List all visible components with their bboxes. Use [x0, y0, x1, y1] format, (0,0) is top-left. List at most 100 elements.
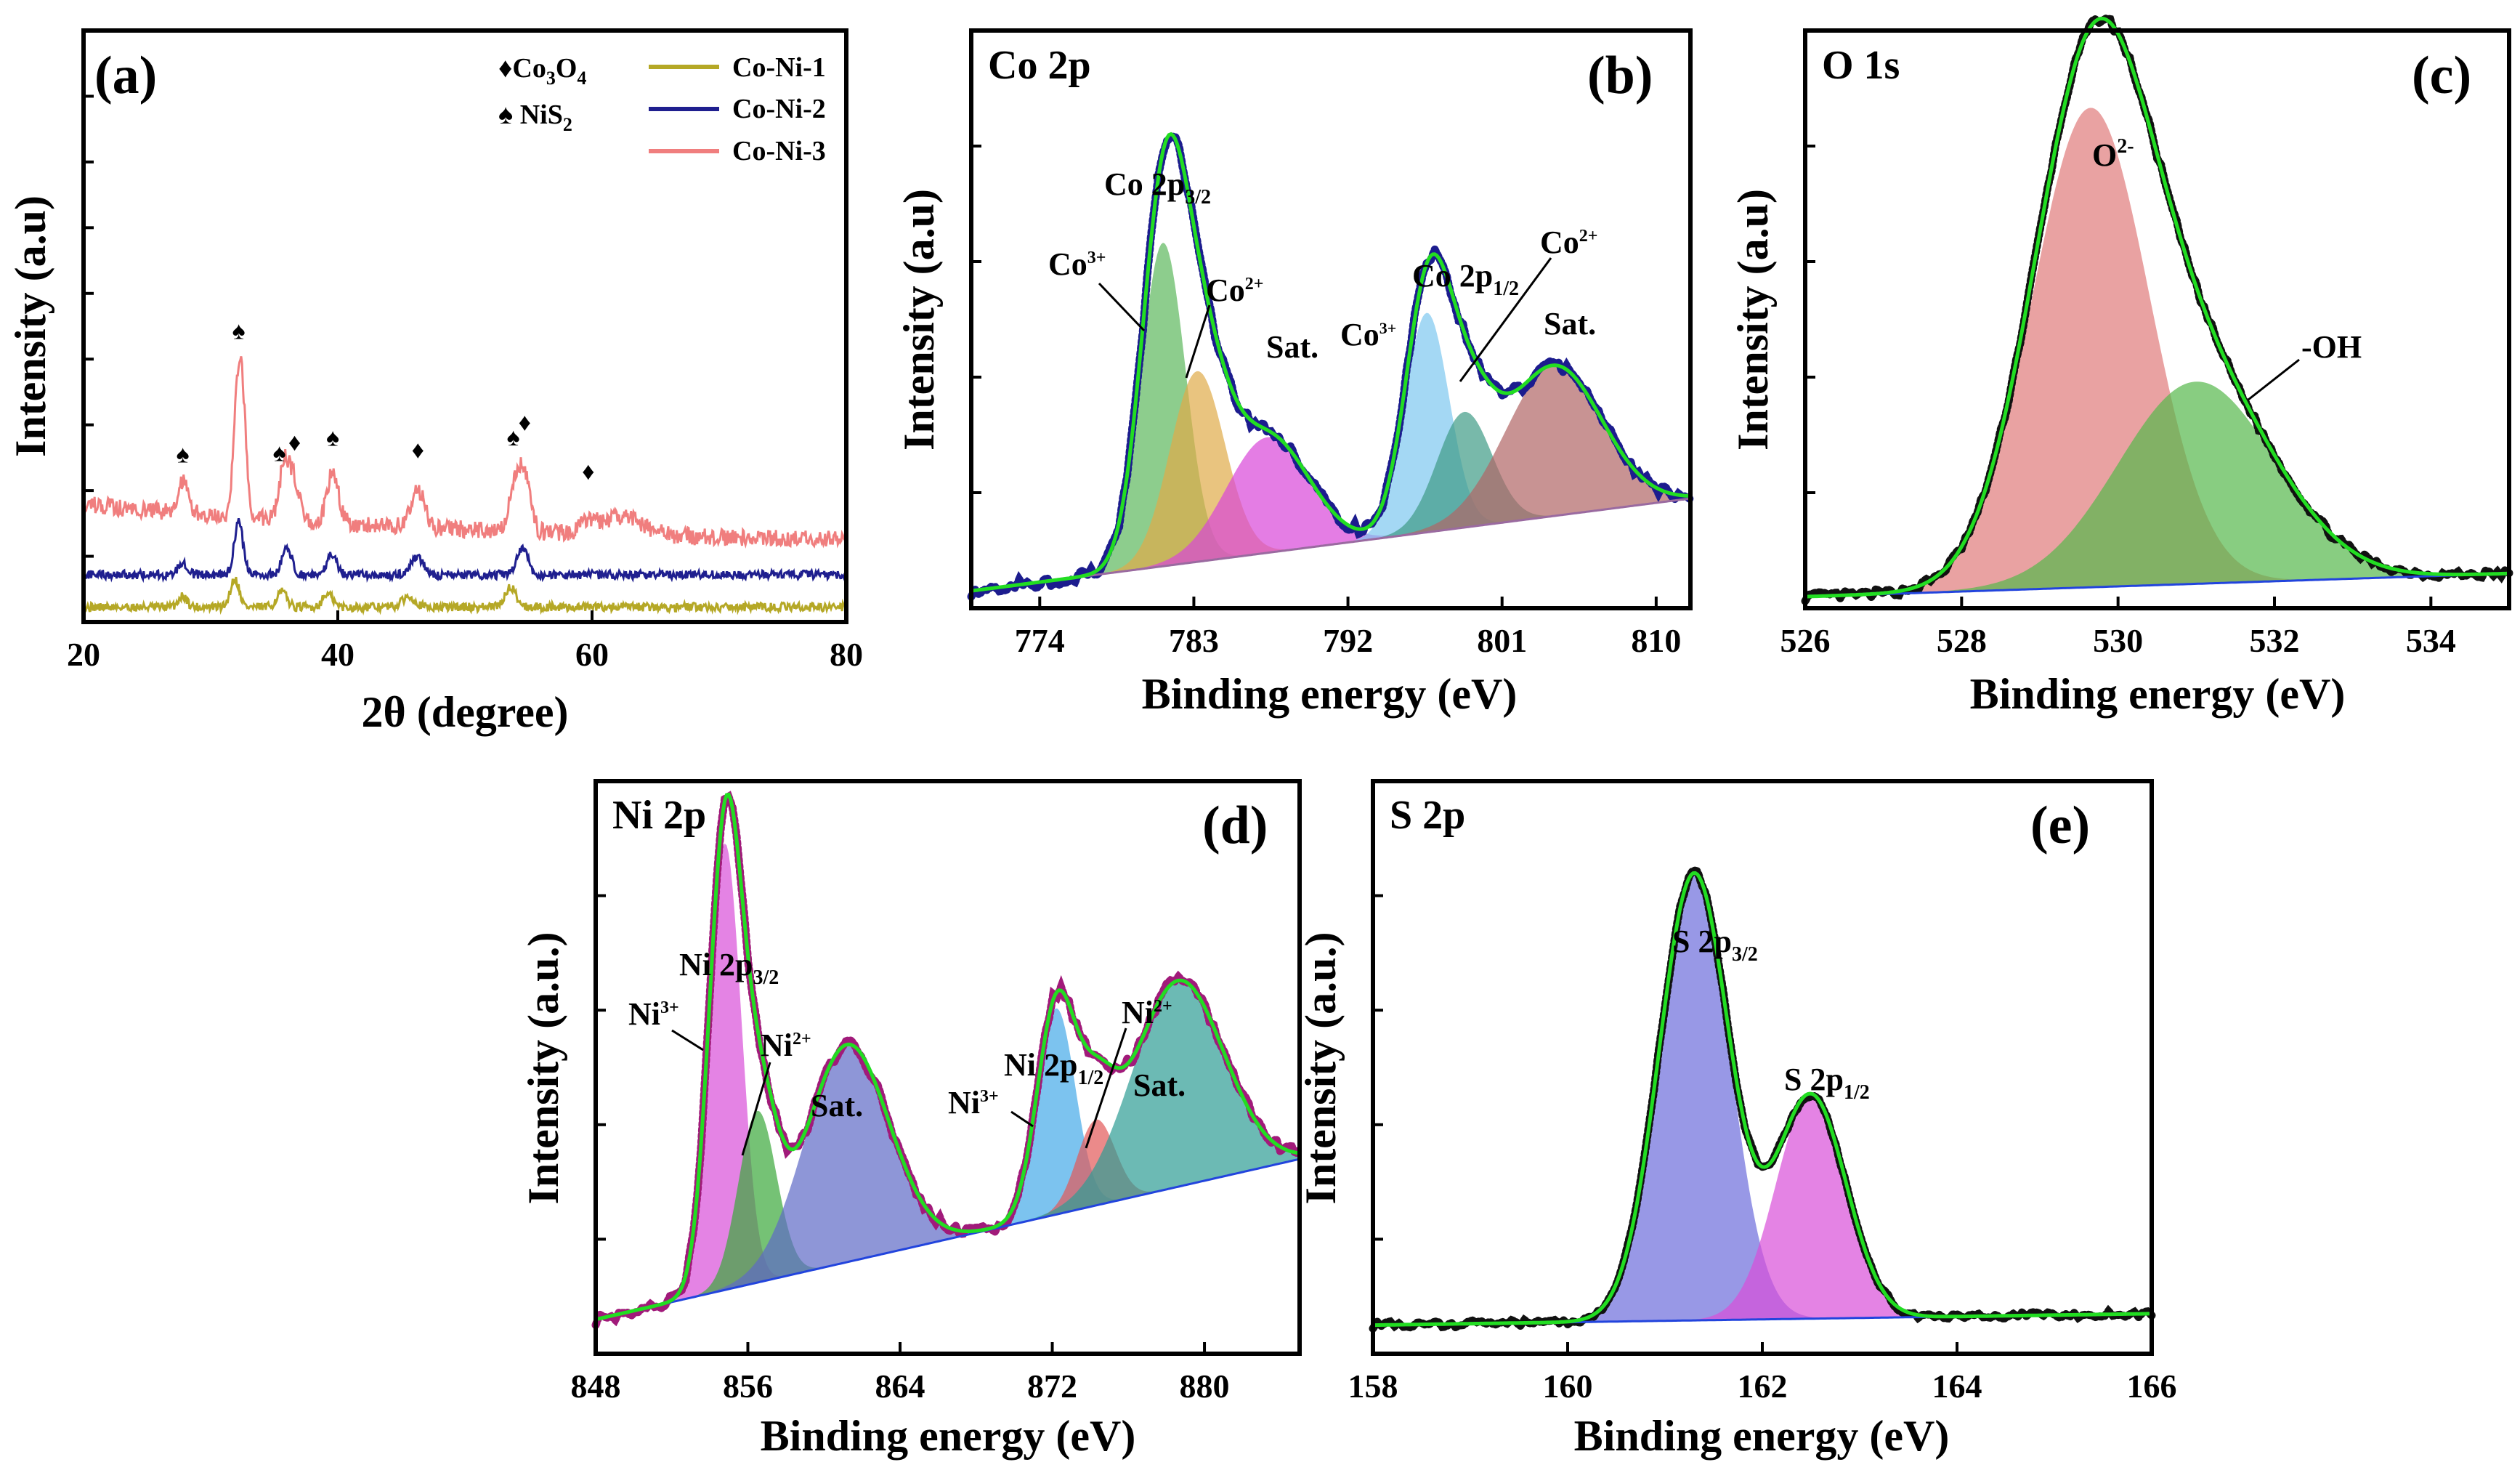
- fit-envelope: [1804, 16, 2510, 599]
- panel-d: Ni 2p (d) Ni 2p3/2 Ni3+ Ni2+ Sat. Ni3+ N…: [519, 779, 1304, 1460]
- panel-a: ♠♠♠ ♦ ♠ ♦ ♠♦♦ (a) ♦Co3O4 ♠ NiS2 Co-Ni-1 Co-N…: [7, 28, 863, 736]
- panel-title: O 1s: [1822, 43, 1900, 88]
- x-tick-label: 160: [1543, 1368, 1593, 1405]
- fit-envelope: [595, 792, 1300, 1322]
- x-tick-label: 164: [1932, 1368, 1982, 1405]
- panel-label: (d): [1202, 796, 1268, 855]
- panel-title: Co 2p: [988, 43, 1091, 88]
- legend-label-co-ni-2: Co-Ni-2: [732, 94, 826, 124]
- peak-label-ni3-b: Ni3+: [948, 1085, 999, 1120]
- peak-label-s-2p12: S 2p1/2: [1784, 1062, 1870, 1104]
- peak-marker: ♦: [519, 409, 531, 436]
- y-axis-label: Intensity (a.u.): [519, 932, 567, 1204]
- panel-e-frame: [1371, 779, 2154, 1356]
- peak-label-sat-b: Sat.: [1544, 306, 1596, 342]
- x-tick-label: 810: [1631, 622, 1681, 659]
- peak-label-ni2-b: Ni2+: [1122, 995, 1172, 1030]
- peak-label-ni2-a: Ni2+: [761, 1027, 811, 1063]
- x-tick-label: 774: [1015, 622, 1065, 659]
- x-tick-label: 60: [575, 636, 609, 673]
- leader-line: [2248, 358, 2300, 401]
- x-tick-label: 528: [1937, 622, 1987, 659]
- legend-marker-co3o4: ♦Co3O4: [498, 53, 586, 89]
- peak-label-ni3-a: Ni3+: [628, 996, 679, 1032]
- x-tick-label: 158: [1348, 1368, 1398, 1405]
- peak-label-co3-a: Co3+: [1048, 246, 1106, 282]
- x-axis-label: Binding energy (eV): [761, 1412, 1136, 1460]
- peak-label-oh: -OH: [2301, 329, 2362, 365]
- peak-label-sat-a: Sat.: [811, 1088, 863, 1123]
- panel-c: O 1s (c) O2- -OH Binding energy (eV) Int…: [1729, 12, 2513, 718]
- fit-component-2: [1373, 1095, 2152, 1325]
- x-tick-label: 162: [1738, 1368, 1788, 1405]
- x-tick-label: 880: [1180, 1368, 1230, 1405]
- peak-marker: ♠: [272, 440, 285, 467]
- x-axis-label: 2θ (degree): [361, 688, 568, 736]
- background-line: [595, 1158, 1300, 1321]
- fit-component-6: [596, 980, 1300, 1320]
- x-tick-label: 864: [875, 1368, 925, 1405]
- x-tick-label: 166: [2127, 1368, 2177, 1405]
- leader-line: [1010, 1110, 1034, 1128]
- panel-title: Ni 2p: [612, 793, 706, 838]
- fit-component-1: [596, 843, 1300, 1320]
- x-axis-label: Binding energy (eV): [1574, 1412, 1950, 1460]
- x-tick-label: 856: [723, 1368, 773, 1405]
- panel-b: Co 2p (b) Co 2p3/2 Co3+ Co2+ Sat. Co 2p1…: [895, 28, 1695, 718]
- fit-component-3: [596, 1044, 1300, 1320]
- x-tick-label: 848: [571, 1368, 621, 1405]
- legend-label-co-ni-3: Co-Ni-3: [732, 136, 826, 166]
- x-tick-label: 792: [1323, 622, 1373, 659]
- plot-d-area: [591, 791, 1304, 1354]
- y-axis-label: Intensity (a.u): [895, 189, 943, 451]
- panel-label: (e): [2030, 796, 2090, 855]
- panel-title: S 2p: [1390, 793, 1465, 838]
- plot-b-area: [967, 130, 1695, 608]
- peak-label-sat-b: Sat.: [1133, 1067, 1186, 1103]
- x-tick-label: 526: [1780, 622, 1831, 659]
- xrd-series-3: [82, 356, 848, 549]
- fit-envelope: [971, 132, 1691, 593]
- x-tick-label: 40: [321, 636, 354, 673]
- peak-marker: ♠: [232, 318, 245, 344]
- plot-a-area: ♠♠♠ ♦ ♠ ♦ ♠♦♦: [82, 94, 848, 622]
- x-tick-label: 801: [1477, 622, 1527, 659]
- x-tick-label: 20: [67, 636, 100, 673]
- panel-b-frame: [969, 28, 1693, 610]
- peak-label-co3-b: Co3+: [1340, 317, 1396, 352]
- plot-c-area: [1801, 12, 2513, 608]
- plot-e-area: [1369, 865, 2156, 1354]
- fit-component-3: [971, 437, 1690, 591]
- peak-label-co-2p12: Co 2p1/2: [1412, 258, 1519, 300]
- peak-label-sat-a: Sat.: [1266, 329, 1318, 365]
- x-tick-label: 534: [2406, 622, 2456, 659]
- panel-c-frame: [1803, 28, 2511, 610]
- y-axis-label: Intensity (a.u): [1729, 189, 1777, 451]
- panel-label: (c): [2412, 46, 2471, 105]
- peak-marker: ♠: [176, 442, 189, 469]
- panel-label: (b): [1587, 46, 1653, 105]
- leader-line: [1098, 282, 1146, 332]
- panel-label: (a): [94, 46, 157, 105]
- x-tick-label: 80: [830, 636, 863, 673]
- peak-label-co-2p32: Co 2p3/2: [1104, 166, 1211, 209]
- panel-d-frame: [593, 779, 1302, 1356]
- fit-envelope: [1373, 871, 2152, 1328]
- peak-marker: ♦: [412, 437, 424, 464]
- peak-marker: ♠: [506, 424, 519, 451]
- fit-component-6: [971, 366, 1690, 591]
- legend-label-co-ni-1: Co-Ni-1: [732, 52, 826, 83]
- leader-line: [1185, 304, 1211, 379]
- background-line: [1804, 572, 2510, 598]
- x-axis-label: Binding energy (eV): [1142, 670, 1518, 718]
- peak-label-o2: O2-: [2092, 135, 2134, 173]
- fit-component-1: [1805, 108, 2509, 597]
- leader-line: [671, 1029, 704, 1051]
- peak-label-co2-b: Co2+: [1540, 225, 1597, 260]
- peak-label-ni-2p32: Ni 2p3/2: [679, 947, 779, 989]
- x-tick-label: 532: [2250, 622, 2300, 659]
- peak-label-ni-2p12: Ni 2p1/2: [1004, 1047, 1103, 1089]
- peak-marker: ♠: [326, 424, 339, 451]
- leader-line: [1459, 257, 1552, 382]
